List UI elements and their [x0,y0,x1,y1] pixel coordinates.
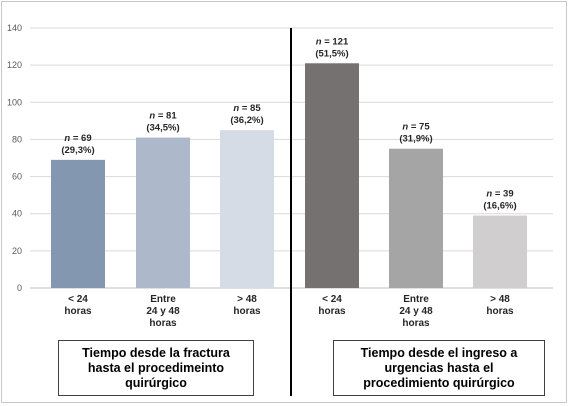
category-label: < 24 [322,294,342,305]
category-label: horas [233,306,261,317]
data-label-value: = 85 [239,103,261,114]
data-label-n: n [64,133,70,144]
caption-line: quirúrgico [125,375,187,390]
data-label-count: n = 75 [402,122,430,133]
y-axis: 0 20 40 60 80 100 120 140 [7,23,22,293]
data-labels: n = 69(29,3%)n = 81(34,5%)n = 85(36,2%)n… [61,36,516,211]
data-label-percent: (51,5%) [315,48,348,59]
data-label-value: = 121 [322,36,349,47]
caption-line: urgencias hasta el [384,360,494,375]
category-label: horas [486,306,514,317]
data-label-n: n [486,189,492,200]
data-label-n: n [233,103,239,114]
data-label-count: n = 121 [316,36,349,47]
data-label-value: = 81 [155,111,177,122]
data-label-n: n [316,36,322,47]
y-tick-label: 100 [7,97,22,107]
category-label: horas [149,318,177,329]
bars [51,63,527,289]
bar [305,63,359,289]
data-label-value: = 75 [408,122,430,133]
caption-line: Tiempo desde el ingreso a [360,345,518,360]
data-label-percent: (31,9%) [399,134,432,145]
data-label-count: n = 81 [149,111,177,122]
bar [51,159,105,288]
bar [136,137,190,288]
data-label-count: n = 39 [486,189,513,200]
category-label: < 24 [68,294,88,305]
category-label: horas [402,318,430,329]
y-tick-label: 60 [12,172,22,182]
bar [220,130,274,288]
data-label-percent: (16,6%) [483,201,516,212]
y-tick-label: 40 [12,209,22,219]
data-label-value: = 69 [70,133,91,144]
data-label-percent: (36,2%) [230,115,263,126]
y-tick-label: 140 [7,23,22,33]
bar [389,148,443,288]
group-caption-fracture: Tiempo desde la fractura hasta el proced… [58,340,254,396]
category-label: 24 y 48 [399,306,433,317]
data-label-count: n = 85 [233,103,261,114]
category-label: 24 y 48 [146,306,180,317]
y-tick-label: 20 [12,246,22,256]
data-label-count: n = 69 [64,133,91,144]
data-label-percent: (29,3%) [61,145,94,156]
category-label: Entre [150,294,176,305]
category-label: horas [318,306,346,317]
data-label-n: n [149,111,155,122]
category-label: Entre [403,294,429,305]
category-label: horas [64,306,92,317]
data-label-n: n [402,122,408,133]
bar [473,215,527,288]
category-label: > 48 [490,294,510,305]
caption-line: procedimiento quirúrgico [363,375,515,390]
group-caption-emergency: Tiempo desde el ingreso a urgencias hast… [333,340,545,396]
category-label: > 48 [237,294,257,305]
data-label-percent: (34,5%) [146,123,179,134]
y-tick-label: 0 [17,283,22,293]
data-label-value: = 39 [492,189,513,200]
y-tick-label: 80 [12,134,22,144]
caption-line: Tiempo desde la fractura [82,345,230,360]
caption-line: hasta el procedimeinto [87,360,225,375]
y-tick-label: 120 [7,60,22,70]
